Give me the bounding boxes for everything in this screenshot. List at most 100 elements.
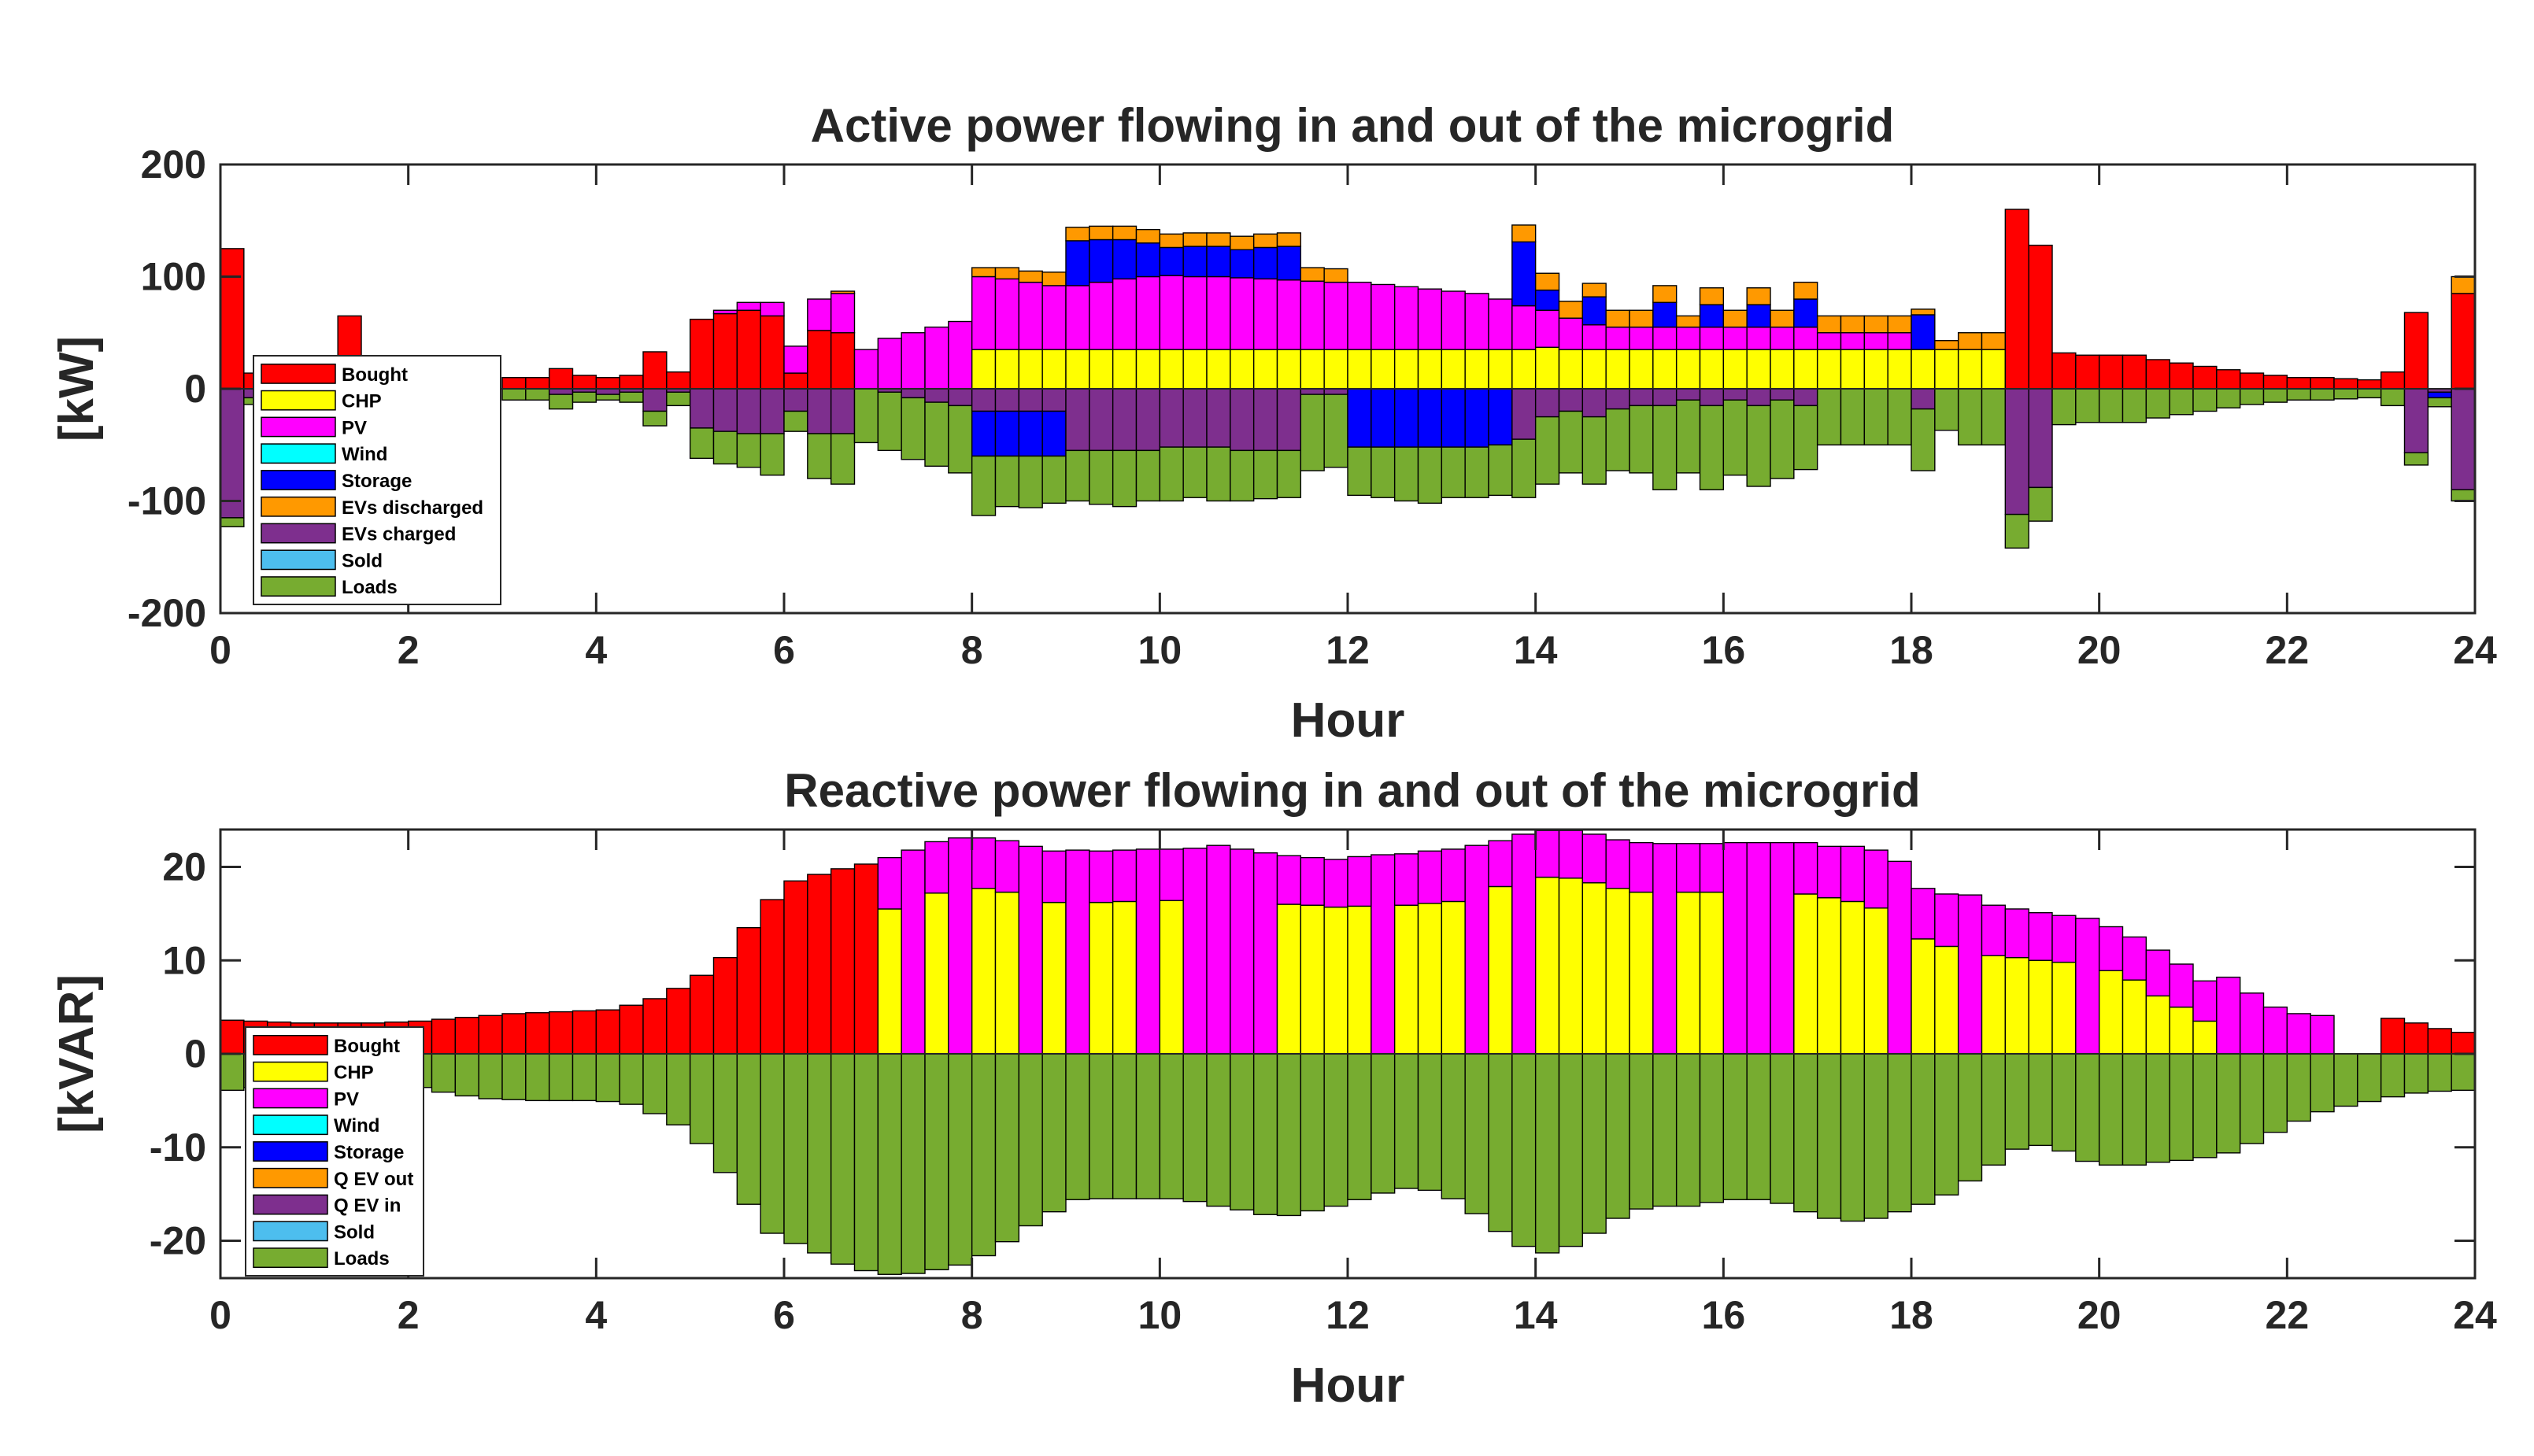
bar-evs-discharged	[1605, 309, 1630, 328]
bar-evs-discharged	[2451, 275, 2476, 294]
bar-evs-discharged	[1041, 272, 1067, 286]
bar-loads	[1347, 446, 1372, 497]
bar-evs-discharged	[830, 290, 856, 294]
bar-pv	[1605, 839, 1630, 889]
bar-pv	[1534, 309, 1560, 348]
bar-evs-discharged	[1840, 315, 1866, 334]
bar-storage	[1652, 301, 1678, 328]
bar-loads	[1605, 1053, 1630, 1219]
bar-loads	[924, 1053, 949, 1271]
bar-loads	[501, 1053, 527, 1100]
bar-chp	[2169, 1006, 2194, 1055]
bar-loads	[1699, 1053, 1725, 1203]
bar-chp	[971, 349, 997, 390]
bar-loads	[924, 401, 949, 467]
bar-pv	[1135, 848, 1161, 1055]
bar-bought	[2075, 354, 2100, 390]
bar-chp	[2028, 959, 2053, 1055]
bar-pv	[1699, 326, 1725, 350]
bar-loads	[971, 455, 997, 516]
bar-bought	[548, 1011, 574, 1055]
bar-pv	[2310, 1014, 2335, 1055]
bar-evs-charged	[1159, 388, 1184, 448]
bar-loads	[2357, 388, 2382, 399]
x-tick-label: 14	[1514, 1293, 1558, 1337]
bar-storage	[1065, 240, 1090, 286]
bar-evs-charged	[1511, 388, 1537, 440]
bar-loads	[1746, 1053, 1771, 1200]
bar-loads	[1722, 1053, 1748, 1200]
bar-pv	[948, 320, 973, 390]
bar-loads	[1252, 449, 1278, 500]
bar-bought	[572, 1010, 597, 1055]
bar-loads	[1770, 399, 1795, 479]
bar-pv	[2239, 992, 2265, 1055]
bar-loads	[830, 433, 856, 485]
bar-pv	[736, 301, 761, 311]
bar-pv	[1417, 288, 1443, 350]
bar-pv	[1746, 326, 1771, 350]
bar-pv	[1371, 283, 1396, 350]
x-tick-label: 2	[398, 628, 420, 672]
bar-loads	[666, 1053, 691, 1125]
bar-loads	[971, 1053, 997, 1257]
x-tick-label: 18	[1889, 628, 1933, 672]
bar-pv	[1323, 859, 1348, 908]
bar-pv	[1629, 841, 1654, 893]
bar-loads	[948, 405, 973, 474]
bar-loads	[572, 391, 597, 403]
bar-loads	[2192, 388, 2218, 412]
bar-chp	[1675, 891, 1701, 1055]
bar-chp	[2051, 961, 2077, 1055]
x-axis-ticks: 0 2 4 6 8 10 12 14 16 18 20 22 24	[209, 830, 2497, 1337]
bar-pv	[1018, 281, 1043, 350]
bar-evs-charged	[712, 388, 738, 432]
bar-loads	[1652, 1053, 1678, 1207]
bar-loads	[2098, 1053, 2124, 1166]
legend-label: Bought	[334, 1036, 400, 1057]
bar-loads	[454, 1053, 479, 1097]
bar-evs-discharged	[1793, 281, 1818, 300]
x-axis-label: Hour	[1291, 693, 1405, 748]
bar-pv	[994, 278, 1020, 350]
bar-loads	[830, 1053, 856, 1265]
bar-evs-charged	[807, 388, 832, 434]
reactive-power-chart: Reactive power flowing in and out of the…	[50, 764, 2497, 1413]
bar-evs-charged	[1699, 388, 1725, 407]
bar-chp	[1816, 349, 1842, 390]
bar-loads	[2239, 388, 2265, 405]
bar-pv	[901, 332, 926, 390]
bar-loads	[1206, 1053, 1231, 1207]
bar-bought	[2451, 1031, 2476, 1055]
bar-evs-discharged	[1934, 340, 1959, 350]
bar-evs-charged	[1089, 388, 1114, 452]
bar-bought	[478, 1014, 503, 1055]
bar-loads	[2145, 388, 2170, 419]
bar-pv	[1347, 281, 1372, 350]
bar-loads	[1558, 410, 1584, 474]
bar-loads	[1605, 408, 1630, 471]
bar-evs-charged	[1558, 388, 1584, 412]
bar-loads	[736, 1053, 761, 1205]
legend-swatch	[261, 390, 336, 411]
bar-bought	[619, 375, 644, 390]
x-tick-label: 24	[2453, 628, 2497, 672]
bar-evs-charged	[1018, 388, 1043, 412]
bar-loads	[1816, 1053, 1842, 1219]
bar-evs-discharged	[1511, 224, 1537, 243]
bar-evs-charged	[1675, 388, 1701, 401]
bar-evs-discharged	[1135, 228, 1161, 244]
bar-loads	[1441, 446, 1466, 498]
x-axis-ticks: 0 2 4 6 8 10 12 14 16 18 20 22 24	[209, 164, 2497, 672]
bar-chp	[1770, 349, 1795, 390]
x-tick-label: 16	[1702, 1293, 1746, 1337]
bar-chp	[1981, 955, 2007, 1055]
bar-bought	[2216, 369, 2241, 390]
legend-swatch	[253, 1114, 328, 1136]
bar-chp	[1746, 349, 1771, 390]
y-axis-ticks: -200 -100 0 100 200	[128, 142, 2475, 635]
bar-evs-discharged	[1863, 315, 1888, 334]
legend-swatch	[253, 1247, 328, 1269]
bar-evs-discharged	[1252, 233, 1278, 249]
legend-label: EVs charged	[342, 524, 456, 545]
